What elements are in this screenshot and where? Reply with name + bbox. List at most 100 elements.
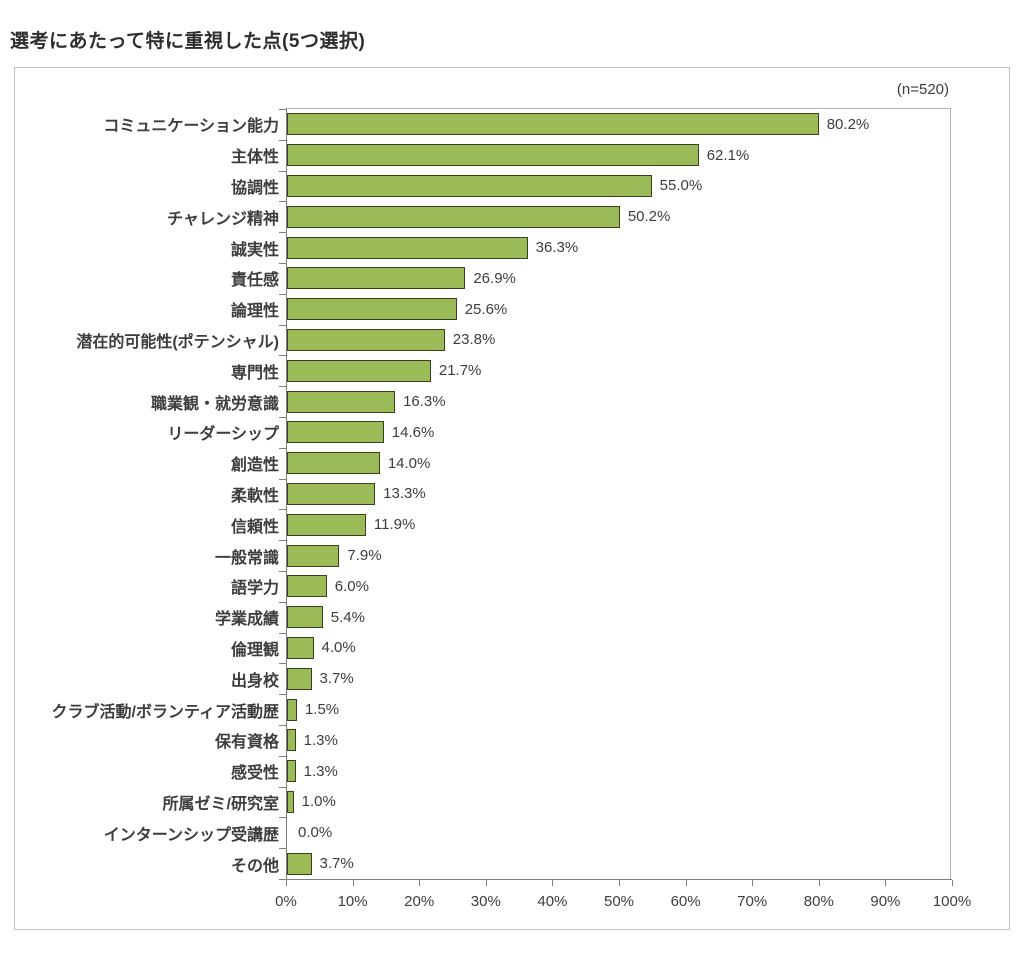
bar-row: その他 3.7% [231,848,950,879]
bar-row: 誠実性 36.3% [231,232,950,263]
value-label: 1.3% [303,762,338,780]
bar [287,174,652,197]
category-axis-tick [279,632,287,634]
bar [287,513,366,536]
x-axis-tick [752,880,754,886]
bar-row: 一般常識 7.9% [215,540,950,571]
x-axis-tick-label: 70% [737,893,768,910]
bar-row: 潜在的可能性(ポテンシャル) 23.8% [76,325,950,356]
category-label: その他 [230,857,279,875]
x-axis-tick [952,880,953,886]
bar [287,667,312,690]
x-axis-tick [885,880,887,886]
value-label: 36.3% [535,239,579,257]
category-axis-tick [279,109,287,110]
category-axis-tick [279,571,287,572]
bar [287,544,340,567]
category-axis-tick [279,478,287,480]
bar [287,205,620,228]
category-axis-tick [279,293,287,295]
value-label: 11.9% [373,516,416,534]
bar-row: インターンシップ受講歴 0.0% [104,817,950,848]
category-label: 柔軟性 [230,487,279,505]
category-label: 学業成績 [214,611,279,629]
bar-row: コミュニケーション能力 80.2% [103,109,950,140]
bar [287,298,457,321]
value-label: 50.2% [627,208,671,226]
category-label: 保有資格 [214,734,279,752]
bar-row: 協調性 55.0% [231,171,950,202]
bar-row: 倫理観 4.0% [231,633,950,664]
category-axis-tick [279,694,287,696]
category-axis-tick [279,540,287,542]
category-label: コミュニケーション能力 [103,118,279,136]
bar-row: 学業成績 5.4% [215,602,950,633]
category-axis-tick [279,201,287,203]
category-label: 協調性 [230,179,279,197]
bar [287,482,376,505]
x-axis-tick-label: 40% [537,893,568,910]
category-label: クラブ活動/ボランティア活動歴 [51,703,280,721]
x-axis-tick-label: 0% [275,893,297,910]
category-axis-tick [279,786,287,788]
category-label: 責任感 [230,272,279,290]
bar-row: 創造性 14.0% [231,448,950,479]
category-label: 創造性 [230,457,279,475]
sample-size-label: (n=520) [896,81,949,98]
category-axis-tick [279,725,287,726]
x-axis-tick [685,880,687,886]
category-label: インターンシップ受講歴 [103,826,279,844]
value-label: 3.7% [319,855,354,873]
x-axis-tick-label: 10% [337,893,368,910]
category-label: 主体性 [230,149,279,167]
bar [287,636,314,659]
bar [287,390,396,413]
category-axis-tick [279,848,287,850]
category-label: 倫理観 [230,641,279,659]
bar [287,267,466,290]
bar-row: 責任感 26.9% [231,263,950,294]
bar [287,790,294,813]
bar-row: 感受性 1.3% [231,756,950,787]
bar [287,113,819,136]
bar [287,606,323,629]
bar [287,698,297,721]
category-label: 潜在的可能性(ポテンシャル) [76,333,279,351]
bar [287,760,296,783]
x-axis-tick-label: 30% [470,893,501,910]
category-label: リーダーシップ [167,426,279,444]
x-axis-tick [419,880,421,886]
category-label: チャレンジ精神 [167,210,279,228]
x-axis-tick [485,880,487,886]
bar [287,852,312,875]
value-label: 62.1% [706,146,750,164]
bar-row: 柔軟性 13.3% [231,479,950,510]
category-label: 感受性 [230,765,279,783]
category-label: 論理性 [230,303,279,321]
x-axis-tick-label: 80% [803,893,834,910]
category-axis-tick [279,139,287,141]
x-axis-tick [352,880,354,886]
category-axis-tick [279,263,287,264]
category-axis-tick [279,663,287,665]
bar-row: チャレンジ精神 50.2% [167,201,950,232]
bar-row: 主体性 62.1% [231,140,950,171]
bar-row: リーダーシップ 14.6% [167,417,950,448]
category-label: 語学力 [230,580,279,598]
bar [287,575,327,598]
value-label: 1.3% [303,731,338,749]
bar [287,421,384,444]
bar [287,328,445,351]
category-axis-tick [279,355,287,357]
value-label: 0.0% [298,824,333,842]
value-label: 80.2% [826,115,870,133]
value-label: 13.3% [383,485,426,503]
category-axis-tick [279,417,287,418]
value-label: 5.4% [330,608,365,626]
bar-row: 信頼性 11.9% [231,509,950,540]
x-axis-tick [619,880,620,886]
value-label: 3.7% [319,670,354,688]
bar [287,144,699,167]
bar-row: 職業観・就労意識 16.3% [151,386,950,417]
